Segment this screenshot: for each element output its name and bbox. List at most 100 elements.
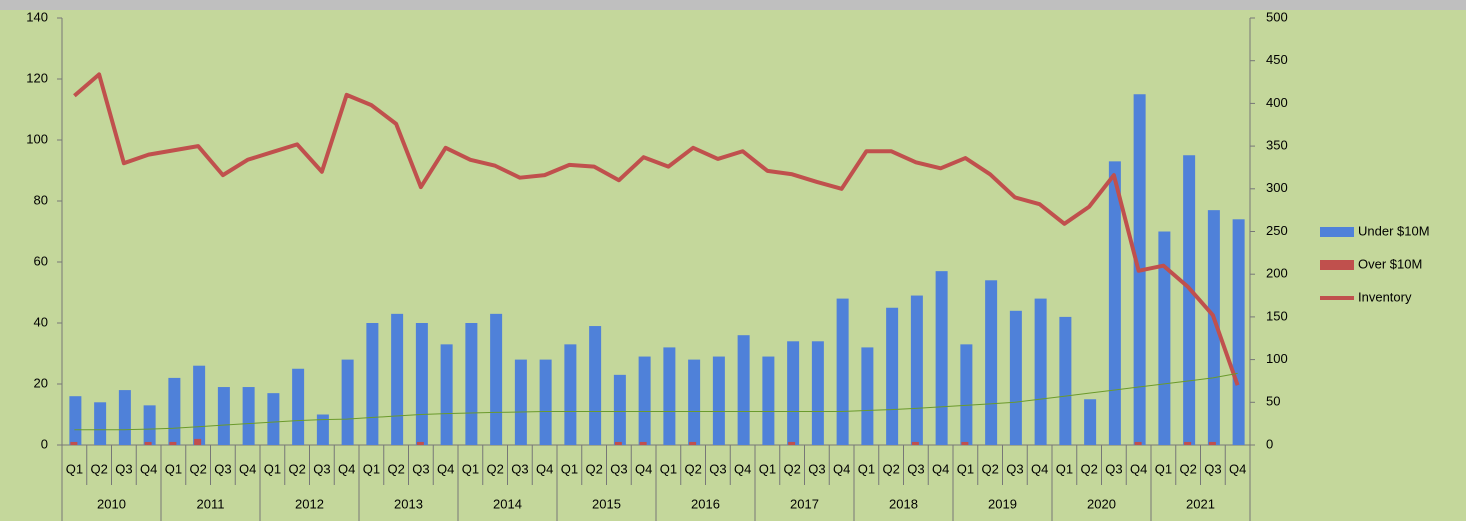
year-label: 2017 <box>790 496 819 511</box>
bar <box>910 295 923 445</box>
x-tick-label: Q1 <box>561 461 578 476</box>
x-tick-label: Q3 <box>412 461 429 476</box>
bar <box>1208 441 1216 445</box>
bar <box>194 438 202 445</box>
x-tick-label: Q4 <box>536 461 553 476</box>
bar <box>1034 298 1047 445</box>
x-tick-label: Q1 <box>462 461 479 476</box>
x-tick-label: Q2 <box>684 461 701 476</box>
y2-tick-label: 500 <box>1266 9 1288 24</box>
bar <box>490 313 503 445</box>
x-tick-label: Q3 <box>511 461 528 476</box>
x-tick-label: Q2 <box>387 461 404 476</box>
legend-label: Under $10M <box>1358 223 1430 238</box>
bar <box>836 298 849 445</box>
x-tick-label: Q4 <box>635 461 652 476</box>
bar <box>737 335 750 445</box>
bar <box>366 323 379 445</box>
x-tick-label: Q3 <box>1105 461 1122 476</box>
bar <box>440 344 453 445</box>
x-tick-label: Q3 <box>709 461 726 476</box>
year-label: 2015 <box>592 496 621 511</box>
year-label: 2018 <box>889 496 918 511</box>
bar <box>69 396 82 445</box>
bar <box>1059 316 1072 445</box>
bar <box>242 387 255 445</box>
bar <box>465 323 478 445</box>
bar <box>787 341 800 445</box>
y2-tick-label: 200 <box>1266 266 1288 281</box>
bar <box>514 359 527 445</box>
year-label: 2010 <box>97 496 126 511</box>
bar <box>960 344 973 445</box>
bar <box>1134 441 1142 445</box>
x-tick-label: Q1 <box>363 461 380 476</box>
year-label: 2019 <box>988 496 1017 511</box>
x-tick-label: Q4 <box>239 461 256 476</box>
x-tick-label: Q2 <box>189 461 206 476</box>
x-tick-label: Q3 <box>610 461 627 476</box>
year-label: 2011 <box>197 496 225 511</box>
x-tick-label: Q4 <box>1130 461 1147 476</box>
bar <box>1183 155 1196 445</box>
bar <box>70 441 78 445</box>
x-tick-label: Q2 <box>90 461 107 476</box>
x-tick-label: Q4 <box>140 461 157 476</box>
y2-tick-label: 50 <box>1266 394 1280 409</box>
x-tick-label: Q2 <box>1179 461 1196 476</box>
x-tick-label: Q1 <box>1155 461 1172 476</box>
x-tick-label: Q4 <box>437 461 454 476</box>
x-tick-label: Q2 <box>1080 461 1097 476</box>
bar <box>415 323 428 445</box>
y2-tick-label: 350 <box>1266 138 1288 153</box>
bar <box>613 374 626 445</box>
bar <box>143 405 156 445</box>
x-tick-label: Q1 <box>165 461 182 476</box>
x-tick-label: Q3 <box>907 461 924 476</box>
bar <box>267 393 280 445</box>
x-tick-label: Q1 <box>66 461 83 476</box>
year-label: 2013 <box>394 496 423 511</box>
bar <box>391 313 404 445</box>
legend-label: Inventory <box>1358 289 1412 304</box>
bar <box>539 359 552 445</box>
bar <box>935 271 948 445</box>
year-label: 2014 <box>493 496 522 511</box>
bar <box>961 441 969 445</box>
bar <box>1084 399 1097 445</box>
line <box>74 372 1238 431</box>
bar <box>564 344 577 445</box>
x-tick-label: Q2 <box>783 461 800 476</box>
y2-tick-label: 0 <box>1266 436 1273 451</box>
bar <box>416 441 424 445</box>
bar <box>614 441 622 445</box>
legend-swatch <box>1320 260 1354 270</box>
bar <box>193 365 206 445</box>
bar <box>689 441 697 445</box>
bar <box>1009 310 1022 445</box>
y-tick-label: 60 <box>34 253 48 268</box>
bar <box>1232 219 1245 445</box>
bar <box>94 402 107 445</box>
x-tick-label: Q1 <box>858 461 875 476</box>
title-band <box>0 0 1466 10</box>
bar <box>788 441 796 445</box>
bar <box>1207 210 1220 445</box>
x-tick-label: Q2 <box>486 461 503 476</box>
y2-tick-label: 400 <box>1266 95 1288 110</box>
x-tick-label: Q1 <box>957 461 974 476</box>
x-tick-label: Q4 <box>833 461 850 476</box>
x-tick-label: Q3 <box>214 461 231 476</box>
x-tick-label: Q3 <box>1204 461 1221 476</box>
bar <box>316 414 329 445</box>
x-tick-label: Q1 <box>759 461 776 476</box>
bar <box>985 280 998 445</box>
bar <box>712 356 725 445</box>
bar <box>1108 161 1121 445</box>
x-tick-label: Q1 <box>264 461 281 476</box>
x-tick-label: Q1 <box>660 461 677 476</box>
bar <box>169 441 177 445</box>
x-tick-label: Q4 <box>1229 461 1246 476</box>
bar <box>886 307 899 445</box>
